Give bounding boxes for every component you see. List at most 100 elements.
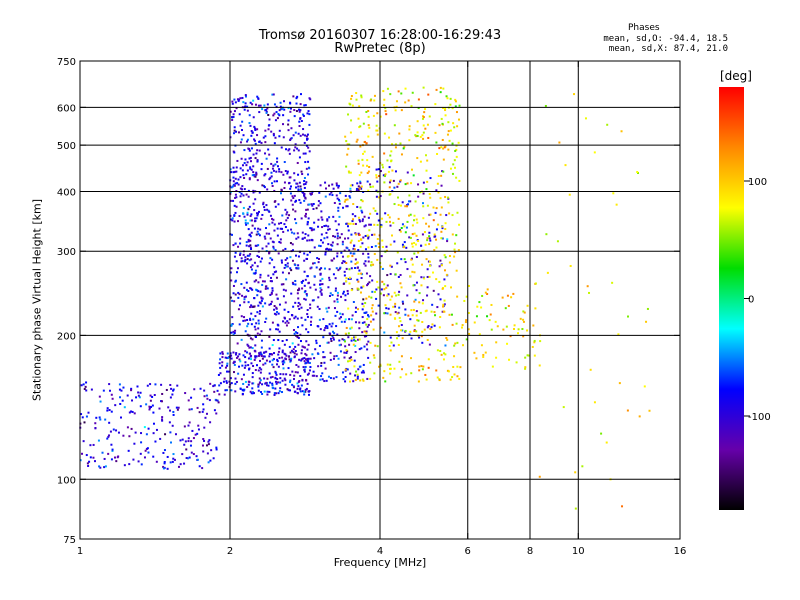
data-point bbox=[440, 237, 443, 240]
data-point bbox=[439, 259, 442, 262]
data-point bbox=[234, 211, 237, 214]
data-point bbox=[359, 379, 362, 382]
data-point bbox=[507, 304, 510, 307]
data-point bbox=[356, 375, 359, 378]
data-point bbox=[146, 447, 149, 450]
data-point bbox=[397, 275, 400, 278]
data-point bbox=[620, 130, 623, 133]
data-point bbox=[358, 338, 361, 341]
data-point bbox=[275, 105, 278, 108]
data-point bbox=[265, 157, 268, 160]
data-point bbox=[408, 333, 411, 336]
data-point bbox=[265, 285, 268, 288]
data-point bbox=[344, 194, 347, 197]
data-point bbox=[198, 411, 201, 414]
data-point bbox=[262, 363, 265, 366]
data-point bbox=[375, 288, 378, 291]
data-point bbox=[260, 257, 263, 260]
data-point bbox=[303, 104, 306, 107]
data-point bbox=[371, 304, 374, 307]
data-point bbox=[384, 212, 387, 215]
data-point bbox=[408, 214, 411, 217]
y-tick-label: 300 bbox=[57, 247, 76, 258]
data-point bbox=[390, 265, 393, 268]
data-point bbox=[207, 440, 210, 443]
data-point bbox=[247, 383, 250, 386]
data-point bbox=[441, 237, 444, 240]
data-point bbox=[294, 254, 297, 257]
data-point bbox=[354, 232, 357, 235]
data-point bbox=[506, 342, 509, 345]
data-point bbox=[237, 99, 240, 102]
data-point bbox=[389, 179, 392, 182]
x-tick-label: 2 bbox=[227, 546, 233, 557]
data-point bbox=[409, 213, 412, 216]
data-point bbox=[209, 382, 212, 385]
data-point bbox=[351, 184, 354, 187]
data-point bbox=[304, 134, 307, 137]
data-point bbox=[291, 195, 294, 198]
data-point bbox=[251, 131, 254, 134]
data-point bbox=[433, 324, 436, 327]
data-point bbox=[336, 298, 339, 301]
data-point bbox=[273, 266, 276, 269]
data-point bbox=[411, 245, 414, 248]
data-point bbox=[212, 457, 215, 460]
data-point bbox=[335, 184, 338, 187]
data-point bbox=[92, 443, 95, 446]
data-point bbox=[313, 283, 316, 286]
data-point bbox=[254, 344, 257, 347]
data-point bbox=[232, 183, 235, 186]
data-point bbox=[252, 165, 255, 168]
data-point bbox=[246, 138, 249, 141]
data-point bbox=[353, 248, 356, 251]
data-point bbox=[337, 206, 340, 209]
data-point bbox=[422, 181, 425, 184]
data-point bbox=[272, 132, 275, 135]
data-point bbox=[278, 330, 281, 333]
data-point bbox=[456, 295, 459, 298]
data-point bbox=[375, 297, 378, 300]
data-point bbox=[104, 418, 107, 421]
data-point bbox=[370, 245, 373, 248]
data-point bbox=[254, 128, 257, 131]
data-point bbox=[177, 406, 180, 409]
data-point bbox=[279, 227, 282, 230]
data-point bbox=[257, 383, 260, 386]
data-point bbox=[415, 135, 418, 138]
data-point bbox=[379, 326, 382, 329]
data-point bbox=[300, 316, 303, 319]
data-point bbox=[253, 325, 256, 328]
data-point bbox=[82, 440, 85, 443]
data-point bbox=[290, 231, 293, 234]
data-point bbox=[219, 366, 222, 369]
data-point bbox=[275, 307, 278, 310]
data-point bbox=[369, 361, 372, 364]
data-point bbox=[475, 357, 478, 360]
data-point bbox=[382, 294, 385, 297]
data-point bbox=[292, 95, 295, 98]
data-point bbox=[357, 338, 360, 341]
data-point bbox=[250, 268, 253, 271]
data-point bbox=[350, 339, 353, 342]
data-point bbox=[397, 90, 400, 93]
data-point bbox=[172, 457, 175, 460]
data-point bbox=[402, 147, 405, 150]
data-point bbox=[346, 368, 349, 371]
data-point bbox=[377, 304, 380, 307]
data-point bbox=[345, 261, 348, 264]
data-point bbox=[355, 189, 358, 192]
data-point bbox=[334, 314, 337, 317]
data-point bbox=[612, 192, 615, 195]
data-point bbox=[338, 344, 341, 347]
data-point bbox=[495, 356, 498, 359]
data-point bbox=[270, 300, 273, 303]
data-point bbox=[297, 380, 300, 383]
data-point bbox=[169, 383, 172, 386]
data-point bbox=[395, 331, 398, 334]
data-point bbox=[244, 361, 247, 364]
data-point bbox=[350, 337, 353, 340]
data-point bbox=[348, 171, 351, 174]
data-point bbox=[321, 226, 324, 229]
data-point bbox=[241, 185, 244, 188]
